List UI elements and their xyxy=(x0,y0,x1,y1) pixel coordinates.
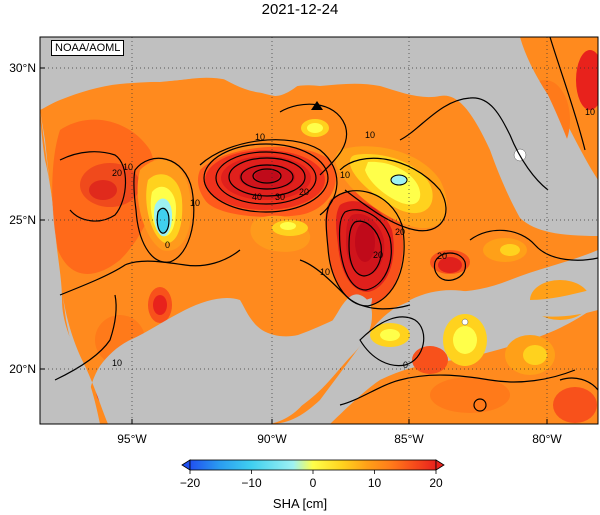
land-mexico xyxy=(40,110,372,424)
colorbar-label: SHA [cm] xyxy=(272,496,328,511)
lon-tick-label: 90°W xyxy=(257,432,287,446)
colorbar-tick-label: 20 xyxy=(429,476,443,490)
contour-label: 30 xyxy=(275,192,285,202)
contour-label: 20 xyxy=(437,251,447,261)
colorbar-low-arrow xyxy=(181,459,191,471)
contour-label: 20 xyxy=(299,187,309,197)
contour-label: 10 xyxy=(320,267,330,277)
colorbar-tick-label: 0 xyxy=(310,476,317,490)
contour-label: 10 xyxy=(255,132,265,142)
credit-label: NOAA/AOML xyxy=(51,40,125,56)
lon-tick-label: 85°W xyxy=(394,432,424,446)
colorbar-tick-label: −10 xyxy=(241,476,262,490)
contour-label: 10 xyxy=(123,162,133,172)
colorbar: −20 −10 0 10 20 xyxy=(180,459,445,490)
contour-label: 0 xyxy=(165,240,170,250)
lon-tick-label: 80°W xyxy=(532,432,562,446)
land-bahamas xyxy=(560,197,598,230)
contour-label-group: 20 10 10 0 10 40 30 20 10 20 10 20 20 10… xyxy=(112,107,595,370)
lat-tick-label: 20°N xyxy=(9,362,36,376)
contour-label: 0 xyxy=(403,360,408,370)
colorbar-tick-label: 10 xyxy=(368,476,382,490)
map-title: 2021-12-24 xyxy=(261,1,339,18)
lon-tick-label: 95°W xyxy=(117,432,147,446)
lake-cuba xyxy=(461,318,469,326)
land-us-gulf-coast xyxy=(40,37,505,110)
contour-label: 10 xyxy=(365,130,375,140)
graticule xyxy=(40,37,598,424)
land-yucatan xyxy=(259,294,372,424)
map-layers: 20 10 10 0 10 40 30 20 10 20 10 20 20 10… xyxy=(40,37,598,424)
triangle-marker xyxy=(311,101,323,110)
contour-label: 10 xyxy=(585,107,595,117)
atlantic-ocean xyxy=(505,37,598,180)
map-frame xyxy=(39,36,599,425)
contour-label: 10 xyxy=(340,170,350,180)
lat-tick-label: 30°N xyxy=(9,61,36,75)
tick-marks xyxy=(40,67,548,424)
colorbar-high-arrow xyxy=(435,459,445,471)
contour-label: 20 xyxy=(373,250,383,260)
contour-label: 10 xyxy=(112,358,122,368)
lat-tick-label: 25°N xyxy=(9,213,36,227)
contour-label: 20 xyxy=(112,168,122,178)
contour-lines xyxy=(54,37,598,412)
land-florida xyxy=(486,37,584,225)
land-cuba xyxy=(408,288,598,317)
colorbar-tick-label: −20 xyxy=(180,476,201,490)
contour-label: 10 xyxy=(190,198,200,208)
contour-label: 20 xyxy=(395,227,405,237)
colorbar-bar xyxy=(189,459,437,471)
contour-label: 40 xyxy=(252,192,262,202)
